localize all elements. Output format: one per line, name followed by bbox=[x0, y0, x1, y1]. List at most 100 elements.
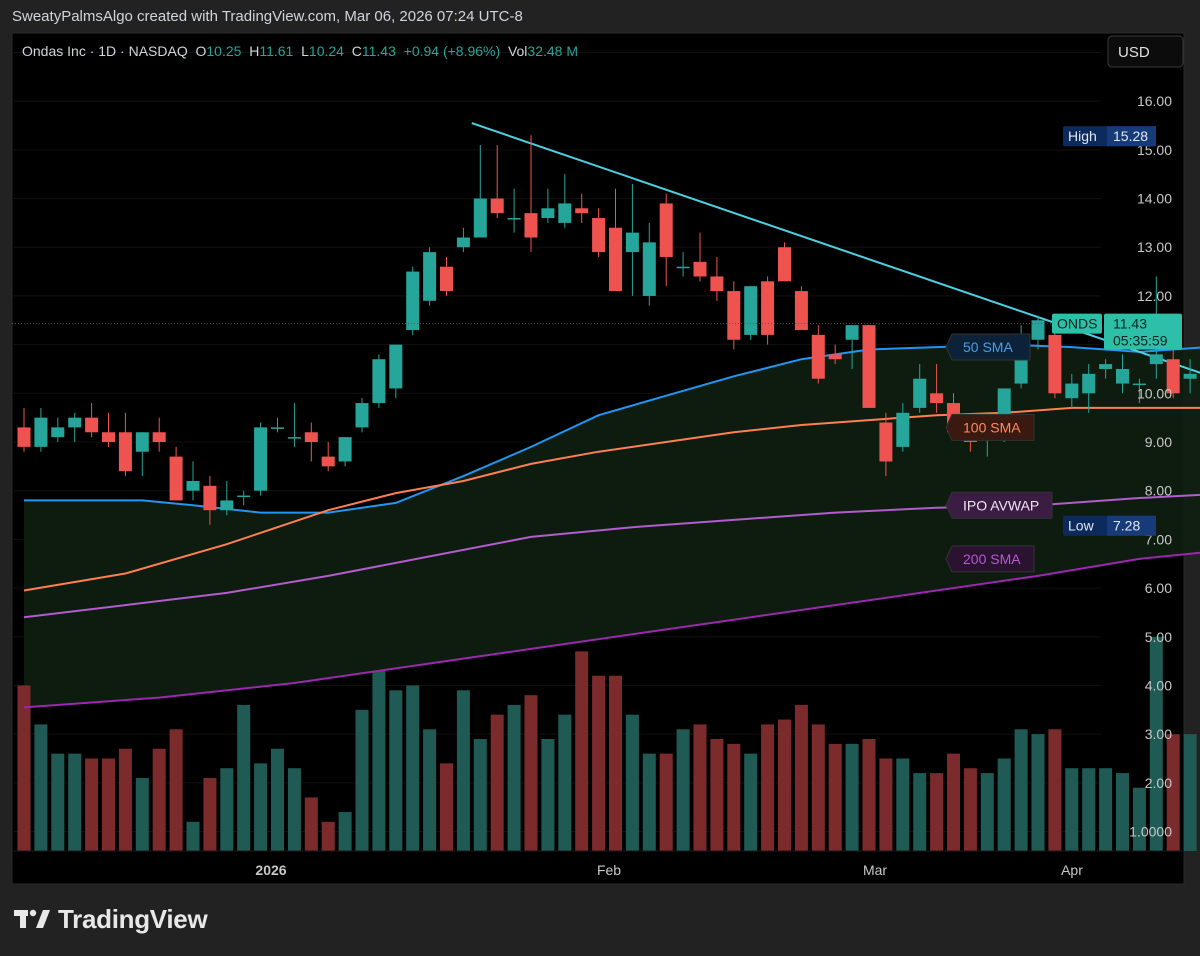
candle-body bbox=[811, 334, 825, 379]
candle[interactable] bbox=[254, 422, 268, 496]
candle[interactable] bbox=[220, 480, 234, 516]
volume-bar bbox=[997, 758, 1011, 851]
candle-body bbox=[896, 412, 910, 447]
candle[interactable] bbox=[693, 232, 707, 282]
candle-body bbox=[1031, 320, 1045, 340]
candle[interactable] bbox=[456, 227, 470, 253]
candle[interactable] bbox=[575, 193, 589, 223]
candle[interactable] bbox=[778, 242, 791, 282]
candle[interactable] bbox=[1082, 364, 1096, 413]
candle[interactable] bbox=[203, 476, 217, 525]
candle[interactable] bbox=[659, 193, 673, 287]
candle[interactable] bbox=[507, 188, 521, 233]
currency-button-label: USD bbox=[1118, 44, 1150, 61]
candle[interactable] bbox=[845, 325, 859, 369]
candle[interactable] bbox=[642, 222, 656, 306]
volume-bar bbox=[1031, 734, 1045, 851]
candle-body bbox=[51, 427, 65, 438]
candle-body bbox=[659, 203, 673, 257]
candle[interactable] bbox=[879, 412, 893, 477]
candle[interactable] bbox=[135, 432, 149, 477]
price-tick-label: 6.00 bbox=[1145, 580, 1172, 596]
candle[interactable] bbox=[811, 325, 825, 384]
candle-body bbox=[862, 325, 876, 408]
candle[interactable] bbox=[592, 208, 606, 257]
candle[interactable] bbox=[828, 344, 842, 365]
candle[interactable] bbox=[68, 412, 82, 442]
candle[interactable] bbox=[440, 256, 453, 296]
brand-name: TradingView bbox=[58, 904, 208, 934]
candle[interactable] bbox=[389, 344, 403, 399]
candle[interactable] bbox=[118, 412, 132, 477]
candle[interactable] bbox=[34, 407, 48, 452]
candle[interactable] bbox=[85, 403, 99, 438]
volume-bar bbox=[879, 758, 893, 851]
candle[interactable] bbox=[727, 281, 741, 350]
candle[interactable] bbox=[896, 403, 910, 452]
candle[interactable] bbox=[287, 403, 301, 447]
candle[interactable] bbox=[321, 442, 335, 472]
candle-body bbox=[507, 218, 521, 220]
candle-body bbox=[693, 261, 707, 277]
sma-200-line[interactable] bbox=[23, 549, 1200, 709]
price-marker-low: Low 7.28 bbox=[1063, 515, 1156, 536]
candle[interactable] bbox=[152, 417, 166, 452]
candle[interactable] bbox=[625, 183, 639, 296]
price-tick-label: 10.00 bbox=[1137, 385, 1172, 401]
volume-bar bbox=[659, 753, 673, 851]
volume-bar bbox=[1149, 636, 1163, 851]
candle[interactable] bbox=[473, 144, 487, 238]
candle-body bbox=[490, 198, 504, 214]
candle[interactable] bbox=[541, 188, 555, 223]
candle[interactable] bbox=[1065, 373, 1079, 408]
volume-bar bbox=[456, 690, 470, 851]
volume-bar bbox=[135, 777, 149, 851]
volume-bar bbox=[778, 719, 791, 851]
candle[interactable] bbox=[169, 446, 183, 501]
candle[interactable] bbox=[186, 461, 200, 501]
candle[interactable] bbox=[51, 417, 65, 442]
candle[interactable] bbox=[304, 422, 318, 462]
candle[interactable] bbox=[1166, 349, 1180, 399]
price-tick-label: 12.00 bbox=[1137, 288, 1172, 304]
candle[interactable] bbox=[102, 412, 115, 447]
candle[interactable] bbox=[744, 286, 758, 340]
tradingview-brand[interactable]: TradingView bbox=[14, 904, 208, 935]
candle[interactable] bbox=[1183, 359, 1197, 394]
candle[interactable] bbox=[1099, 359, 1113, 379]
candle[interactable] bbox=[490, 144, 504, 219]
candle[interactable] bbox=[913, 364, 927, 413]
price-tick-label: 2.00 bbox=[1145, 775, 1172, 791]
candle[interactable] bbox=[710, 256, 724, 301]
candle[interactable] bbox=[558, 174, 572, 228]
candle[interactable] bbox=[423, 247, 437, 306]
candle[interactable] bbox=[794, 286, 808, 331]
candle[interactable] bbox=[862, 325, 876, 408]
candle[interactable] bbox=[406, 266, 420, 335]
candle[interactable] bbox=[609, 188, 622, 292]
line-label-tag bbox=[945, 413, 1035, 441]
sma-50-line[interactable] bbox=[24, 343, 1200, 514]
volume-bar bbox=[1132, 787, 1146, 851]
candle[interactable] bbox=[676, 252, 690, 277]
candle[interactable] bbox=[1116, 354, 1129, 394]
candle-body bbox=[338, 437, 352, 462]
candle[interactable] bbox=[17, 407, 31, 452]
candle[interactable] bbox=[355, 398, 369, 433]
candle[interactable] bbox=[1132, 378, 1146, 404]
candle[interactable] bbox=[1031, 315, 1045, 350]
candle[interactable] bbox=[1048, 325, 1062, 399]
candle[interactable] bbox=[524, 135, 538, 253]
candle-body bbox=[541, 208, 555, 219]
candle[interactable] bbox=[930, 364, 944, 413]
sma-100-line[interactable] bbox=[23, 406, 1200, 592]
volume-bars bbox=[17, 636, 1197, 851]
candle[interactable] bbox=[761, 276, 775, 345]
candle[interactable] bbox=[271, 417, 284, 433]
candle[interactable] bbox=[237, 490, 251, 506]
candle[interactable] bbox=[338, 437, 352, 467]
volume-bar bbox=[930, 773, 944, 851]
currency-button[interactable]: USD bbox=[1107, 35, 1184, 68]
candle[interactable] bbox=[372, 354, 386, 408]
